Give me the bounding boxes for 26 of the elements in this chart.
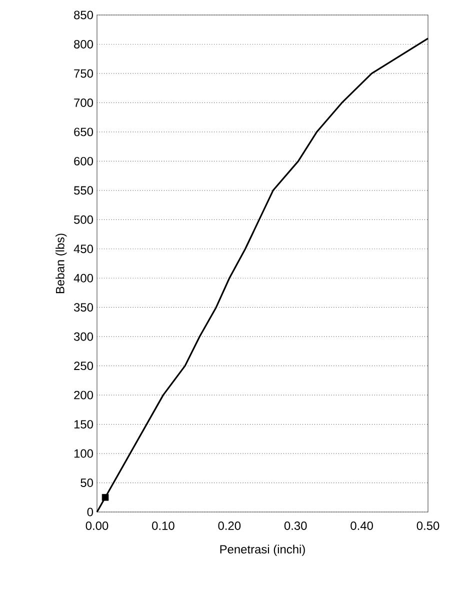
x-tick-label: 0.40 xyxy=(350,522,373,530)
x-axis-title: Penetrasi (inchi) xyxy=(220,544,305,556)
y-tick-label: 850 xyxy=(74,10,94,20)
x-tick-label: 0.20 xyxy=(218,522,241,530)
x-tick-label: 0.00 xyxy=(86,522,108,530)
y-tick-label: 400 xyxy=(74,274,94,282)
y-tick-label: 100 xyxy=(74,449,94,458)
y-tick-label: 0 xyxy=(87,508,94,516)
y-tick-label: 150 xyxy=(74,420,94,429)
y-tick-label: 300 xyxy=(74,332,94,341)
y-tick-label: 50 xyxy=(80,478,94,487)
y-tick-label: 500 xyxy=(74,215,94,224)
x-tick-label: 0.50 xyxy=(416,522,440,530)
y-tick-label: 600 xyxy=(74,156,94,166)
y-tick-label: 700 xyxy=(74,98,94,107)
y-tick-label: 450 xyxy=(74,244,94,254)
y-axis-title: Beban (lbs) xyxy=(56,234,67,294)
y-tick-label: 550 xyxy=(74,186,94,195)
y-tick-label: 650 xyxy=(74,128,94,136)
y-tick-label: 200 xyxy=(74,390,94,400)
x-tick-label: 0.30 xyxy=(284,522,307,530)
x-tick-label: 0.10 xyxy=(152,522,174,530)
y-tick-label: 800 xyxy=(74,40,94,48)
y-tick-label: 750 xyxy=(74,69,94,78)
y-tick-label: 250 xyxy=(74,362,94,370)
y-tick-label: 350 xyxy=(74,303,94,312)
